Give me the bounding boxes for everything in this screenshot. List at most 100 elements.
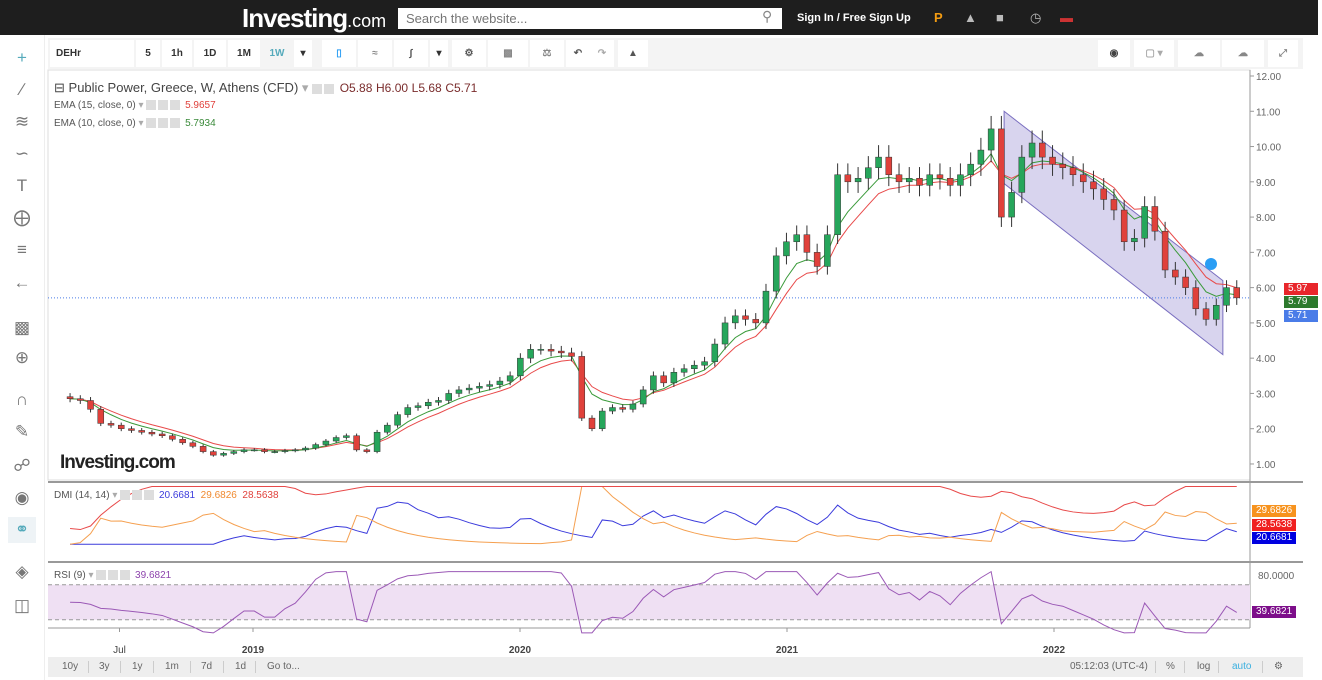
- candle: [414, 405, 422, 408]
- trend-line-icon[interactable]: ∕: [20, 80, 24, 99]
- ema10-label: EMA (10, close, 0): [54, 118, 136, 129]
- layers-icon[interactable]: ◈: [15, 562, 29, 581]
- candle: [967, 163, 974, 176]
- prediction-icon[interactable]: ≡: [17, 240, 27, 259]
- settings-button[interactable]: [132, 490, 143, 501]
- range-1m[interactable]: 1m: [165, 661, 179, 672]
- candle: [394, 414, 401, 426]
- eye-button[interactable]: [120, 490, 131, 501]
- eye-icon[interactable]: ◉: [14, 488, 30, 507]
- dmi-plus-line: [70, 501, 1237, 545]
- range-7d[interactable]: 7d: [201, 661, 213, 672]
- remove-button[interactable]: [120, 570, 131, 581]
- crosshair-icon[interactable]: +: [17, 48, 27, 67]
- fullscreen-icon[interactable]: ⤢: [1268, 40, 1298, 67]
- candle: [455, 389, 463, 394]
- legend-eye-button[interactable]: [312, 83, 323, 94]
- candle: [1233, 287, 1241, 299]
- text-tool-icon[interactable]: T: [16, 176, 28, 195]
- zoom-icon[interactable]: ⊕: [14, 348, 30, 367]
- settings-button[interactable]: [158, 118, 169, 129]
- back-arrow-icon[interactable]: ←: [13, 273, 31, 292]
- add-alert-icon[interactable]: ▲: [618, 40, 648, 67]
- candles-icon[interactable]: ▯: [322, 40, 356, 67]
- candle: [261, 449, 268, 452]
- lock-drawing-icon[interactable]: ✎: [14, 422, 30, 441]
- redo-icon[interactable]: ↷: [590, 40, 614, 67]
- candle: [865, 167, 872, 179]
- interval-1h[interactable]: 1h: [162, 40, 192, 67]
- magnet-icon[interactable]: ∩: [15, 390, 29, 409]
- interval-5[interactable]: 5: [136, 40, 160, 67]
- clock-icon[interactable]: ◷: [1030, 10, 1042, 25]
- remove-button[interactable]: [144, 490, 155, 501]
- log-toggle[interactable]: log: [1197, 661, 1211, 672]
- candle: [1049, 156, 1056, 165]
- interval-1d[interactable]: 1D: [194, 40, 226, 67]
- us-flag-icon[interactable]: ▬: [1060, 10, 1073, 25]
- line-chart-icon[interactable]: ≈: [358, 40, 392, 67]
- settings-gear-icon[interactable]: ⚙: [1274, 661, 1283, 672]
- compare-icon[interactable]: ▩: [488, 40, 528, 67]
- scales-icon[interactable]: ⚖: [530, 40, 564, 67]
- search-icon[interactable]: ⚲: [762, 8, 773, 24]
- percent-toggle[interactable]: %: [1166, 661, 1175, 672]
- remove-button[interactable]: [170, 118, 181, 129]
- investing-logo[interactable]: Investing.com: [242, 3, 386, 34]
- fib-tool-icon[interactable]: ≋: [14, 112, 30, 131]
- symbol-field[interactable]: DEHr: [50, 40, 134, 67]
- candle: [158, 433, 166, 437]
- sign-in-link[interactable]: Sign In / Free Sign Up: [797, 12, 911, 24]
- auto-toggle[interactable]: auto: [1232, 661, 1252, 672]
- template-dropdown[interactable]: ▢ ▾: [1134, 40, 1174, 67]
- brush-icon[interactable]: ∽: [14, 144, 30, 163]
- candle: [343, 435, 350, 438]
- interval-1m[interactable]: 1M: [228, 40, 260, 67]
- indicators-dropdown[interactable]: ▾: [430, 40, 448, 67]
- y-tick-label: 12.00: [1256, 72, 1281, 83]
- candle: [107, 423, 115, 426]
- go-to-date[interactable]: Go to...: [267, 661, 300, 672]
- settings-button[interactable]: [158, 100, 169, 111]
- rsi-axis-80: 80.0000: [1258, 571, 1295, 582]
- link-icon[interactable]: ⚭: [8, 517, 36, 543]
- eye-button[interactable]: [96, 570, 107, 581]
- range-1y[interactable]: 1y: [132, 661, 143, 672]
- bell-icon[interactable]: ▲: [964, 10, 977, 25]
- interval-1w[interactable]: 1W: [262, 40, 292, 67]
- dmi-adx-tag: 28.5638: [1252, 519, 1296, 531]
- candle: [680, 368, 688, 373]
- candle: [619, 407, 626, 410]
- cloud-download-icon[interactable]: ☁: [1178, 40, 1220, 67]
- range-10y[interactable]: 10y: [62, 661, 79, 672]
- eye-button[interactable]: [146, 100, 157, 111]
- collapse-icon[interactable]: ⊟: [54, 80, 65, 95]
- legend-settings-button[interactable]: [324, 83, 335, 94]
- range-1d[interactable]: 1d: [235, 661, 247, 672]
- candle: [732, 315, 739, 324]
- trash-icon[interactable]: ◫: [13, 596, 31, 615]
- candle: [793, 234, 800, 243]
- gear-icon[interactable]: ⚙: [452, 40, 486, 67]
- search-input[interactable]: [398, 8, 782, 29]
- dmi-minus-line: [69, 486, 1237, 545]
- investing-pro-icon[interactable]: P: [934, 10, 943, 25]
- measure-icon[interactable]: ▩: [13, 318, 31, 337]
- camera-icon[interactable]: ◉: [1098, 40, 1130, 67]
- legend-dropdown-icon[interactable]: ▾: [301, 80, 309, 95]
- pattern-icon[interactable]: ⨁: [13, 208, 31, 227]
- rsi-value: 39.6821: [135, 570, 172, 581]
- indicators-icon[interactable]: ∫: [394, 40, 428, 67]
- undo-icon[interactable]: ↶: [566, 40, 590, 67]
- portfolio-icon[interactable]: ■: [996, 10, 1004, 25]
- range-3y[interactable]: 3y: [99, 661, 110, 672]
- eye-button[interactable]: [146, 118, 157, 129]
- cloud-upload-icon[interactable]: ☁: [1222, 40, 1264, 67]
- settings-button[interactable]: [108, 570, 119, 581]
- interval-dropdown[interactable]: ▾: [294, 40, 312, 67]
- rsi-line: [70, 570, 1238, 634]
- remove-button[interactable]: [170, 100, 181, 111]
- candle: [1223, 287, 1230, 306]
- unlock-icon[interactable]: ☍: [13, 456, 31, 475]
